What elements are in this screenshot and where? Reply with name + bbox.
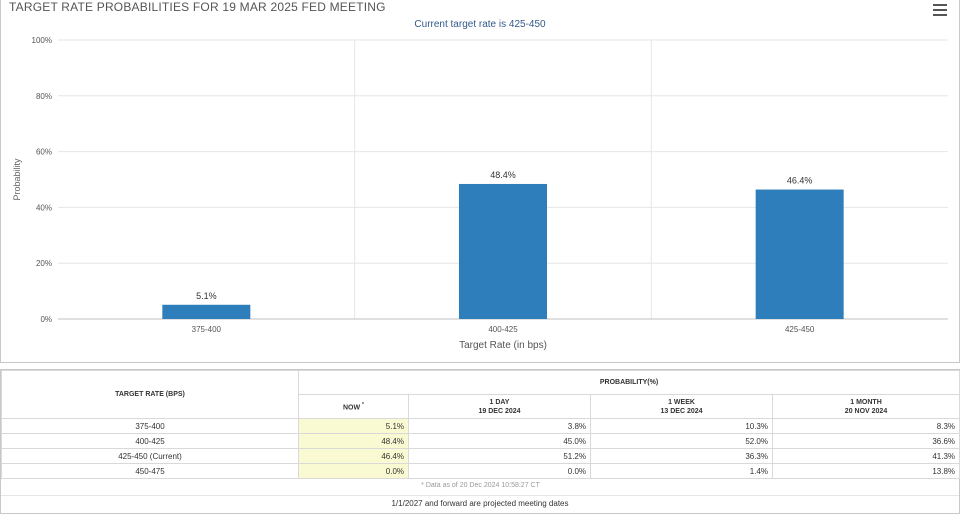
y-tick-label: 100%	[32, 36, 52, 45]
now-cell: 5.1%	[298, 418, 409, 434]
col-now-mark: *	[362, 401, 364, 408]
chart-title: TARGET RATE PROBABILITIES FOR 19 MAR 202…	[9, 0, 386, 14]
week-cell: 1.4%	[590, 463, 773, 479]
rate-cell: 450-475	[1, 463, 299, 479]
rate-cell: 425-450 (Current)	[1, 448, 299, 464]
chart-panel: TARGET RATE PROBABILITIES FOR 19 MAR 202…	[0, 0, 960, 363]
probability-table-panel: TARGET RATE (BPS) PROBABILITY(%) NOW * 1…	[0, 369, 960, 514]
month-cell: 8.3%	[771, 418, 960, 434]
col-1month-label: 1 MONTH	[850, 398, 882, 406]
data-label: 46.4%	[787, 176, 813, 186]
bar-chart: 0% 20% 40% 60% 80% 100% 5.1% 375-400 48.4% 400-42…	[12, 36, 948, 351]
bar	[459, 183, 547, 319]
month-cell: 41.3%	[771, 448, 960, 464]
projected-dates-note: 1/1/2027 and forward are projected meeti…	[1, 495, 959, 508]
month-cell: 13.8%	[771, 463, 960, 479]
data-timestamp-note: * Data as of 20 Dec 2024 10:58:27 CT	[421, 482, 540, 489]
y-tick-label: 20%	[36, 259, 52, 268]
bar	[162, 304, 251, 319]
week-cell: 10.3%	[590, 418, 773, 434]
x-tick-label: 425-450	[785, 325, 815, 334]
col-1month-date: 20 NOV 2024	[844, 407, 888, 415]
table-row: 425-450 (Current) 46.4% 51.2% 36.3% 41.3…	[1, 448, 960, 464]
y-axis-title: Probability	[12, 158, 22, 201]
y-tick-label: 60%	[36, 148, 52, 157]
x-tick-label: 400-425	[488, 325, 518, 334]
y-tick-label: 40%	[36, 203, 52, 212]
now-cell: 46.4%	[298, 448, 409, 464]
col-1week-date: 13 DEC 2024	[660, 407, 703, 415]
target-rate-header: TARGET RATE (BPS)	[1, 370, 299, 419]
col-1week-label: 1 WEEK	[668, 398, 695, 406]
now-cell: 48.4%	[298, 433, 409, 449]
probability-header: PROBABILITY(%)	[297, 370, 960, 395]
table-row: 400-425 48.4% 45.0% 52.0% 36.6%	[1, 433, 960, 449]
probability-table: TARGET RATE (BPS) PROBABILITY(%) NOW * 1…	[1, 370, 960, 492]
data-label: 48.4%	[490, 170, 516, 180]
day-cell: 0.0%	[408, 463, 591, 479]
day-cell: 45.0%	[408, 433, 591, 449]
day-cell: 51.2%	[408, 448, 591, 464]
col-1day-header: 1 DAY 19 DEC 2024	[408, 394, 591, 419]
day-cell: 3.8%	[408, 418, 591, 434]
col-now-header: NOW *	[298, 394, 409, 419]
week-cell: 36.3%	[590, 448, 773, 464]
hamburger-icon[interactable]	[933, 4, 947, 16]
col-1day-date: 19 DEC 2024	[478, 407, 521, 415]
y-tick-label: 80%	[36, 92, 52, 101]
month-cell: 36.6%	[771, 433, 960, 449]
y-tick-label: 0%	[40, 315, 52, 324]
rate-cell: 375-400	[1, 418, 299, 434]
x-axis-title: Target Rate (in bps)	[459, 340, 547, 351]
col-1day-label: 1 DAY	[489, 398, 510, 406]
bar	[755, 189, 844, 319]
week-cell: 52.0%	[590, 433, 773, 449]
data-label: 5.1%	[196, 291, 217, 301]
table-row: 450-475 0.0% 0.0% 1.4% 13.8%	[1, 463, 960, 479]
rate-cell: 400-425	[1, 433, 299, 449]
col-1month-header: 1 MONTH 20 NOV 2024	[771, 394, 960, 419]
table-row: 375-400 5.1% 3.8% 10.3% 8.3%	[1, 418, 960, 434]
col-now-label: NOW	[342, 404, 361, 412]
chart-subtitle: Current target rate is 425-450	[414, 19, 546, 30]
x-tick-label: 375-400	[192, 325, 222, 334]
now-cell: 0.0%	[298, 463, 409, 479]
col-1week-header: 1 WEEK 13 DEC 2024	[590, 394, 773, 419]
